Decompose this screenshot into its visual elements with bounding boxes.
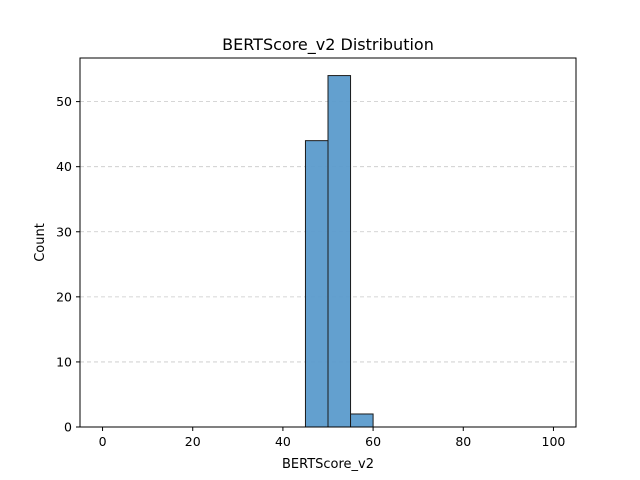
y-axis-label: Count	[33, 223, 48, 262]
histogram-bar	[304, 140, 329, 428]
x-tick-label: 40	[275, 434, 291, 449]
x-tick-label: 20	[185, 434, 201, 449]
x-tick-label: 0	[99, 434, 107, 449]
histogram-bar	[327, 75, 352, 428]
chart-title: BERTScore_v2 Distribution	[222, 35, 434, 55]
histogram-bars	[304, 75, 374, 428]
x-axis-ticks: 0 20 40 60 80 100	[99, 427, 566, 449]
x-tick-label: 100	[542, 434, 566, 449]
y-axis-ticks: 0 10 20 30 40 50	[56, 94, 80, 435]
y-tick-label: 30	[56, 224, 72, 239]
x-axis-label: BERTScore_v2	[282, 457, 374, 472]
x-tick-label: 80	[455, 434, 471, 449]
y-tick-label: 40	[56, 159, 72, 174]
y-tick-label: 10	[56, 354, 72, 369]
plot-frame	[79, 57, 577, 428]
y-tick-label: 20	[56, 289, 72, 304]
y-tick-label: 0	[64, 420, 72, 435]
y-tick-label: 50	[56, 94, 72, 109]
histogram-bar	[350, 413, 374, 428]
x-tick-label: 60	[365, 434, 381, 449]
